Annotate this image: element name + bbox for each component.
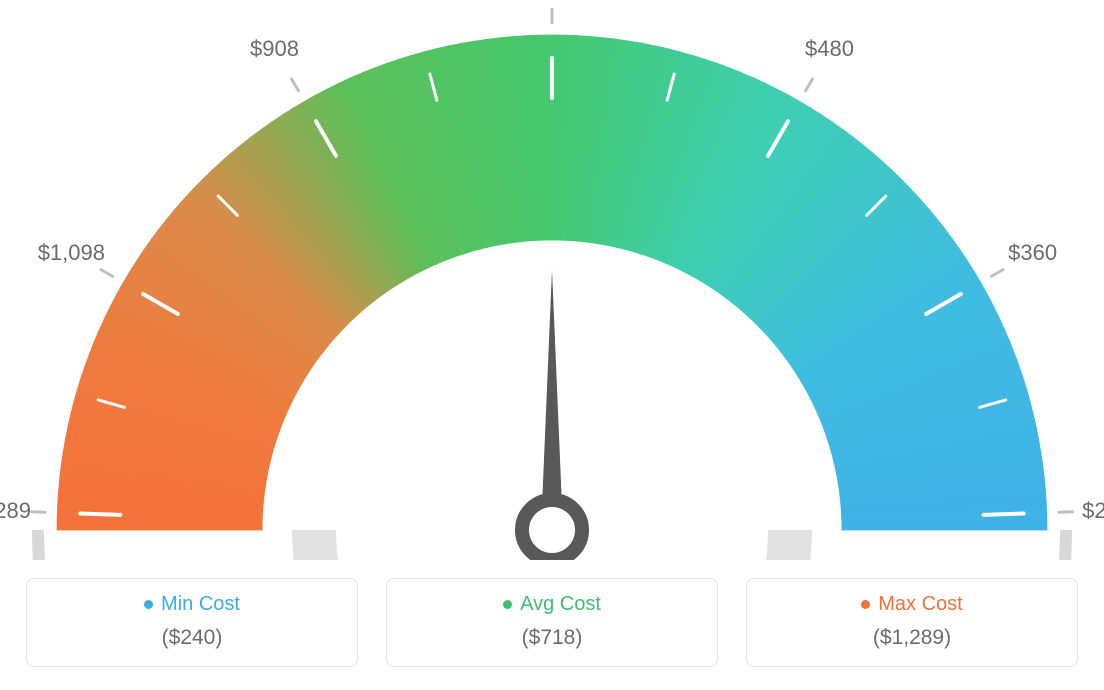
gauge-svg [0,0,1104,560]
legend-card-min: Min Cost ($240) [26,578,358,667]
gauge-chart: $240$360$480$718$908$1,098$1,289 [0,0,1104,560]
gauge-tick-label: $1,098 [38,240,105,266]
gauge-tick-label: $908 [250,36,299,62]
gauge-tick-label: $360 [1008,240,1057,266]
gauge-tick-label: $1,289 [0,498,31,524]
legend-row: Min Cost ($240) Avg Cost ($718) Max Cost… [0,560,1104,667]
legend-title-min: Min Cost [144,593,240,616]
legend-title-max: Max Cost [861,593,962,616]
gauge-tick-label: $480 [805,36,854,62]
legend-title-avg: Avg Cost [503,593,601,616]
legend-dot-min [144,600,153,609]
legend-card-max: Max Cost ($1,289) [746,578,1078,667]
legend-value-avg: ($718) [397,626,707,650]
legend-value-min: ($240) [37,626,347,650]
gauge-needle-hub [522,500,582,560]
legend-label-avg: Avg Cost [520,593,601,616]
legend-label-max: Max Cost [878,593,962,616]
gauge-needle [541,270,563,530]
legend-dot-avg [503,600,512,609]
legend-card-avg: Avg Cost ($718) [386,578,718,667]
gauge-tick-label: $240 [1082,498,1104,524]
legend-dot-max [861,600,870,609]
legend-value-max: ($1,289) [757,626,1067,650]
legend-label-min: Min Cost [161,593,240,616]
